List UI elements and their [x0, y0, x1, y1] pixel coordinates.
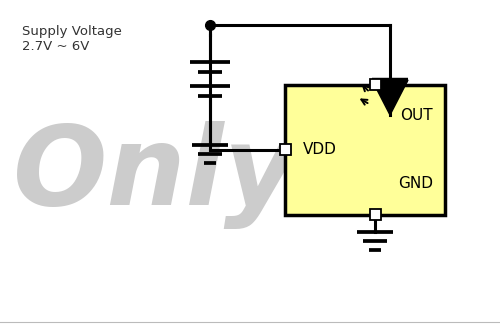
Text: Supply Voltage: Supply Voltage	[22, 25, 122, 39]
Polygon shape	[372, 80, 408, 115]
Bar	[285, 85, 445, 215]
Bar	[280, 144, 291, 155]
Text: OUT: OUT	[400, 108, 433, 122]
Text: 2.7V ~ 6V: 2.7V ~ 6V	[22, 41, 90, 53]
Text: VDD: VDD	[303, 143, 337, 157]
Text: GND: GND	[398, 176, 433, 190]
Text: Only: Only	[13, 121, 297, 229]
Bar	[370, 209, 381, 220]
Bar	[370, 79, 381, 90]
